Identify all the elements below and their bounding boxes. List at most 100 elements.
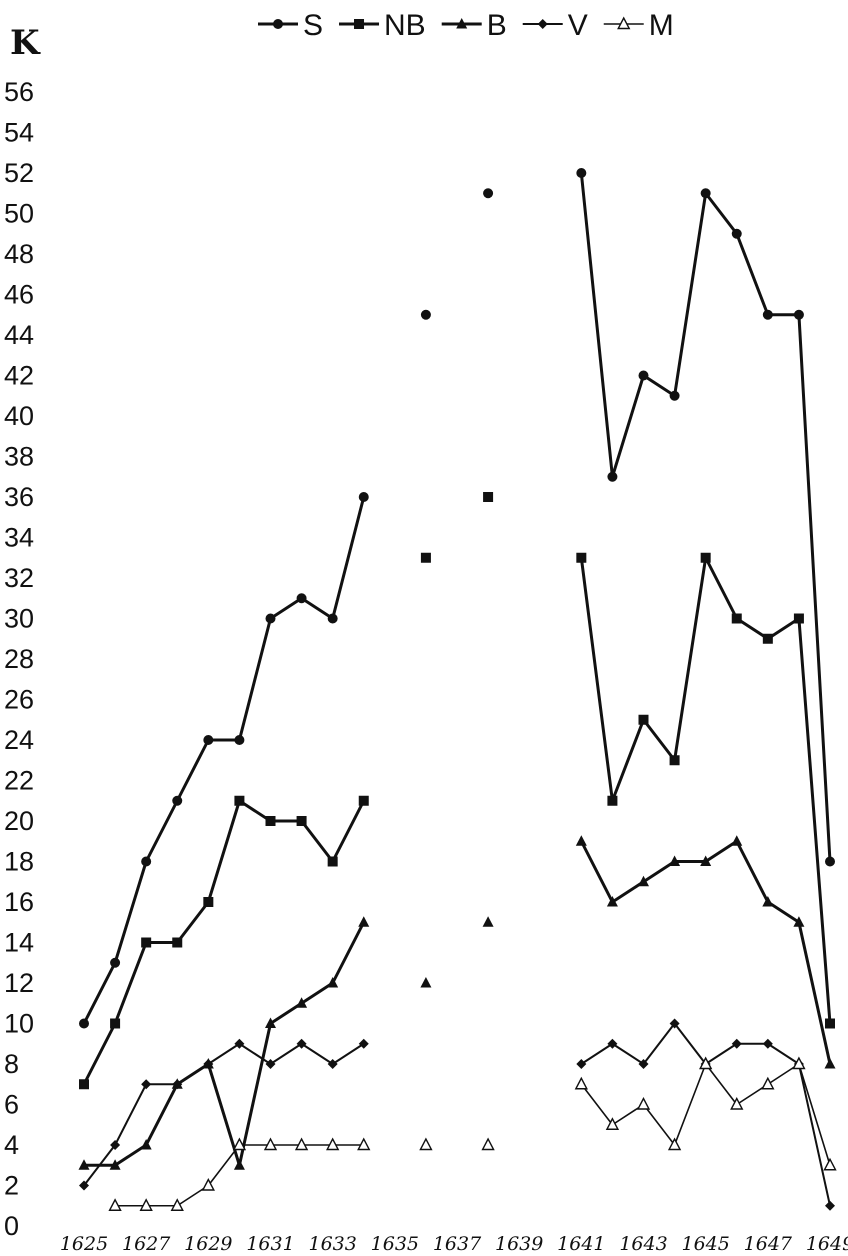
y-tick-label: 2 — [4, 1171, 19, 1201]
series-v-point — [296, 1038, 307, 1049]
series-s-point — [203, 735, 214, 745]
legend-label: B — [487, 9, 507, 42]
series-v-point — [110, 1140, 121, 1150]
series-b-point — [140, 1139, 152, 1150]
series-m-point — [574, 1076, 588, 1090]
series-s-point — [700, 188, 711, 199]
x-tick-label: 1639 — [495, 1233, 543, 1255]
y-tick-label: 28 — [4, 644, 34, 674]
series-s-point — [265, 613, 276, 624]
series-b-point — [762, 896, 774, 907]
y-tick-label: 0 — [4, 1211, 19, 1241]
series-nb-point — [110, 1018, 121, 1029]
series-m-point — [605, 1117, 620, 1130]
legend-marker — [617, 16, 631, 30]
series-b — [78, 835, 836, 1170]
series-b-point — [793, 916, 805, 927]
y-tick-label: 30 — [4, 604, 34, 634]
series-nb-point — [576, 552, 587, 563]
series-nb-point — [825, 1018, 835, 1029]
y-tick-label: 32 — [4, 563, 34, 593]
series-m-point — [481, 1137, 495, 1151]
series-m-point — [263, 1137, 278, 1151]
series-s-point — [607, 471, 618, 482]
y-tick-label: 34 — [4, 523, 34, 553]
series-nb-point — [793, 613, 804, 624]
x-tick-label: 1633 — [308, 1233, 356, 1255]
series-v-line — [580, 1022, 831, 1206]
legend-item-nb: NB — [339, 9, 426, 42]
y-tick-label: 12 — [4, 968, 34, 998]
series-b-point — [420, 977, 432, 988]
series-s-point — [79, 1018, 89, 1029]
series-nb-point — [731, 613, 742, 624]
legend-label: NB — [384, 9, 426, 42]
y-tick-label: 6 — [4, 1090, 19, 1120]
legend-marker — [273, 19, 283, 29]
y-tick-label: 48 — [4, 239, 34, 269]
legend-item-b: B — [441, 9, 507, 42]
series-v-point — [669, 1018, 680, 1029]
y-tick-label: 44 — [4, 320, 34, 350]
series-s-point — [110, 957, 121, 968]
series-nb-point — [700, 552, 711, 563]
series-nb-point — [296, 816, 307, 826]
series-v-point — [576, 1059, 587, 1069]
series-nb-point — [172, 937, 183, 948]
series-m-point — [419, 1137, 433, 1151]
series-m — [108, 1056, 837, 1211]
series-m-point — [108, 1198, 122, 1211]
series-nb-line — [579, 556, 832, 1024]
series-v-point — [638, 1059, 649, 1069]
y-tick-label: 36 — [4, 482, 34, 512]
y-tick-label: 52 — [4, 158, 34, 188]
series-b-line — [84, 921, 366, 1167]
x-tick-label: 1649 — [806, 1233, 848, 1255]
series-b-point — [731, 835, 743, 846]
series-b-point — [606, 896, 618, 907]
series-v-point — [358, 1038, 369, 1049]
series-v-point — [79, 1180, 89, 1191]
series-s-point — [296, 593, 307, 604]
x-tick-label: 1637 — [433, 1233, 482, 1255]
series-layer — [78, 168, 837, 1211]
series-v-point — [825, 1200, 835, 1211]
x-tick-label: 1627 — [122, 1233, 171, 1255]
legend-label: M — [649, 9, 674, 42]
x-tick-label: 1625 — [60, 1233, 108, 1255]
series-b-point — [358, 916, 370, 927]
series-v — [79, 1018, 835, 1211]
series-m-point — [139, 1198, 153, 1211]
series-v-point — [762, 1038, 773, 1049]
series-nb-point — [203, 897, 214, 907]
x-axis-tick-labels: 1625 1627 1629 1631 1633 1635 1637 1639 1641 1643… — [60, 1233, 848, 1255]
series-v-point — [234, 1038, 245, 1049]
series-m-point — [699, 1056, 713, 1070]
series-s-line — [579, 172, 832, 862]
series-b-point — [669, 855, 681, 866]
series-s-point — [234, 735, 245, 745]
series-b-point — [78, 1159, 90, 1170]
series-m-point — [170, 1198, 184, 1211]
series-nb-point — [141, 937, 152, 948]
y-tick-label: 4 — [4, 1130, 19, 1160]
series-b-point — [575, 835, 587, 846]
series-nb-point — [607, 795, 618, 806]
legend-item-v: V — [522, 9, 588, 42]
series-b-point — [265, 1017, 276, 1028]
series-m-point — [357, 1137, 371, 1151]
x-tick-label: 1635 — [371, 1233, 419, 1255]
y-tick-label: 14 — [4, 928, 34, 958]
legend-label: S — [303, 9, 323, 42]
series-s-point — [420, 309, 431, 320]
series-m-point — [294, 1137, 309, 1151]
series-nb-line — [82, 799, 366, 1085]
y-tick-label: 54 — [4, 118, 34, 148]
y-tick-label: 40 — [4, 401, 34, 431]
y-tick-label: 46 — [4, 280, 34, 310]
series-m-line — [115, 1144, 364, 1207]
series-v-point — [265, 1059, 276, 1069]
series-s-point — [825, 856, 835, 867]
